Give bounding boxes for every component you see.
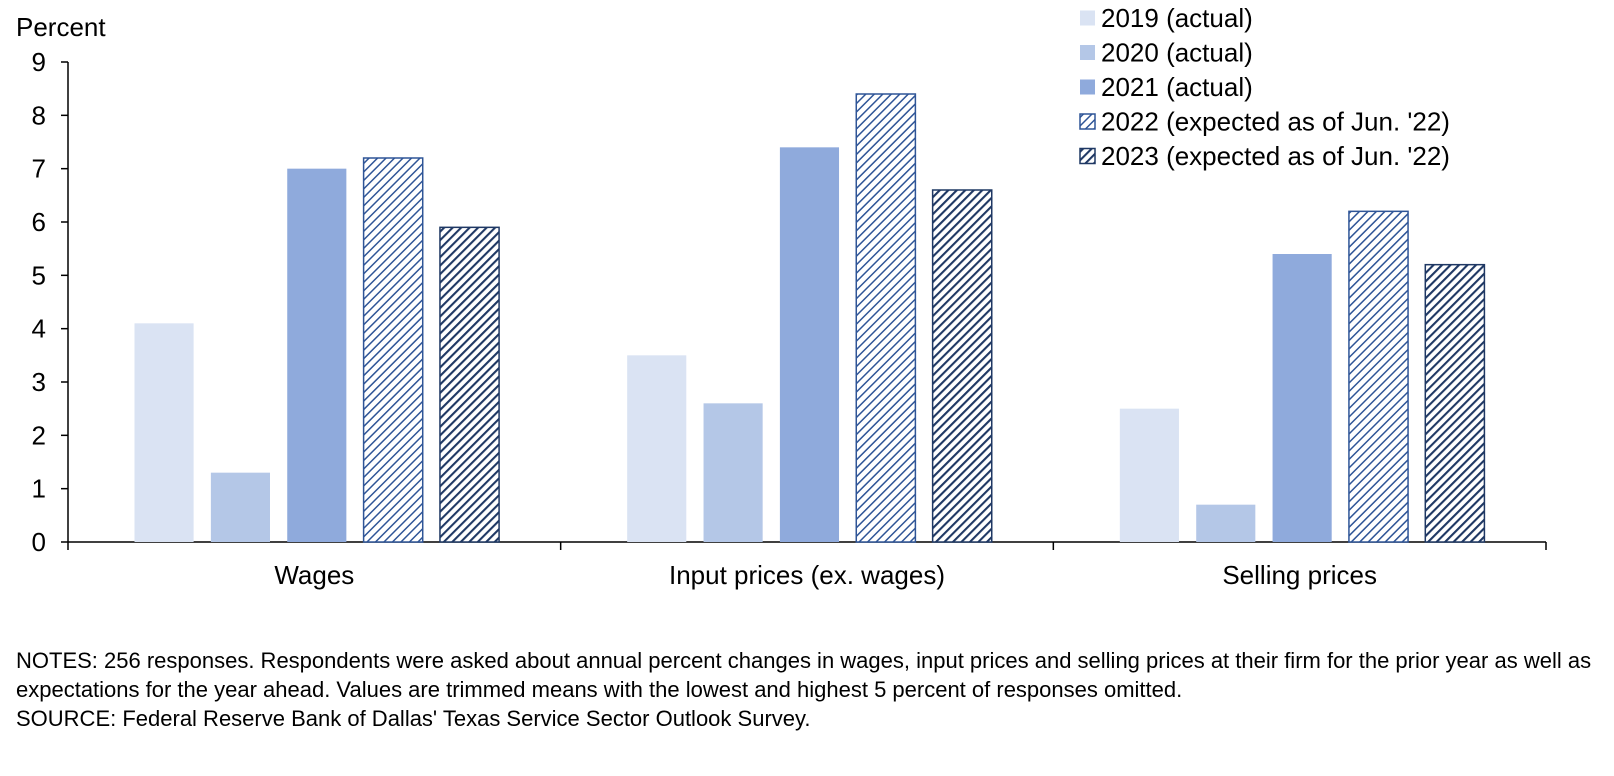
bar <box>439 226 500 543</box>
bar-chart: Percent 0 1 2 3 4 5 6 7 8 9 Wages Input prices (ex.… <box>16 3 1547 590</box>
legend-label: 2022 (expected as of Jun. '22) <box>1101 107 1450 137</box>
y-tick-label: 1 <box>32 474 46 504</box>
x-category-label: Selling prices <box>1222 560 1377 590</box>
legend-swatch <box>1080 45 1095 60</box>
legend-swatch <box>1079 113 1096 130</box>
bar <box>1272 254 1332 542</box>
y-tick-label: 5 <box>32 260 46 290</box>
bar <box>931 189 993 543</box>
y-tick-label: 3 <box>32 367 46 397</box>
bar <box>1348 210 1409 543</box>
bar <box>210 472 270 542</box>
y-axis-label: Percent <box>16 12 106 42</box>
y-tick-label: 4 <box>32 314 46 344</box>
x-category-label: Input prices (ex. wages) <box>669 560 945 590</box>
chart-notes: NOTES: 256 responses. Respondents were a… <box>16 646 1606 733</box>
bar <box>703 403 763 542</box>
y-tick-label: 7 <box>32 154 46 184</box>
bar <box>627 355 687 542</box>
legend-label: 2020 (actual) <box>1101 38 1253 68</box>
y-tick-label: 8 <box>32 100 46 130</box>
bar <box>134 323 194 542</box>
bar <box>855 93 917 543</box>
bar <box>779 147 840 543</box>
x-category-label: Wages <box>274 560 354 590</box>
bar <box>1424 263 1486 543</box>
bar <box>362 157 424 543</box>
y-tick-label: 6 <box>32 207 46 237</box>
y-tick-label: 9 <box>32 47 46 77</box>
bar <box>1119 408 1179 542</box>
legend-swatch <box>1079 147 1096 165</box>
legend-swatch <box>1080 10 1095 26</box>
y-tick-label: 2 <box>32 420 46 450</box>
legend: 2019 (actual) 2020 (actual) 2021 (actual) 2… <box>1079 3 1450 171</box>
source-text: SOURCE: Federal Reserve Bank of Dallas' … <box>16 706 811 731</box>
notes-text: NOTES: 256 responses. Respondents were a… <box>16 648 1592 702</box>
plot-area: 0 1 2 3 4 5 6 7 8 9 Wages Input prices (ex. wages) S… <box>32 47 1547 590</box>
legend-label: 2023 (expected as of Jun. '22) <box>1101 141 1450 171</box>
legend-label: 2019 (actual) <box>1101 3 1253 33</box>
legend-label: 2021 (actual) <box>1101 72 1253 102</box>
bar <box>287 168 347 542</box>
legend-swatch <box>1080 79 1095 95</box>
y-tick-label: 0 <box>32 527 46 557</box>
bar <box>1196 504 1256 542</box>
